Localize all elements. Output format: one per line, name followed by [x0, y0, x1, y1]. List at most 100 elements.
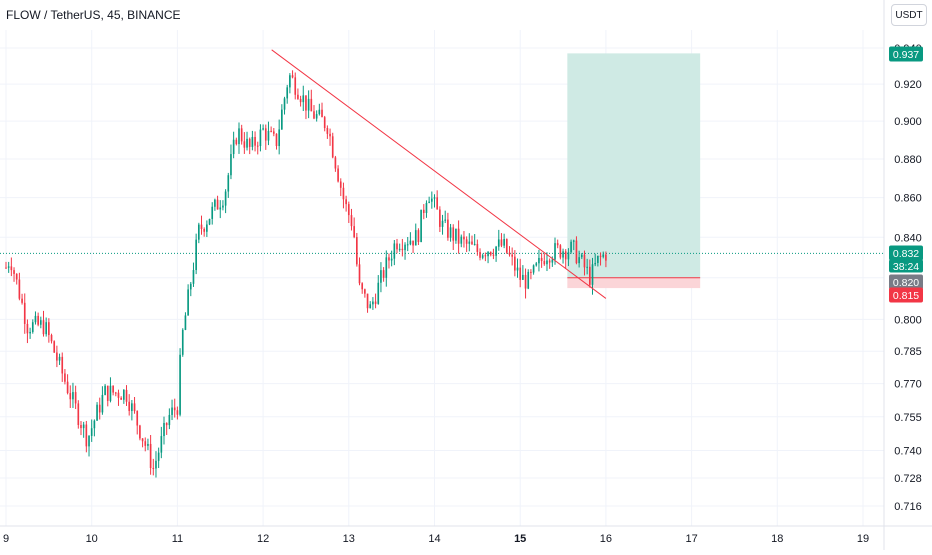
candle: [580, 253, 583, 260]
candle: [527, 269, 530, 290]
candle: [42, 310, 45, 337]
candle: [224, 189, 227, 214]
candle: [133, 396, 136, 414]
price-tag-label: 0.820: [893, 277, 919, 289]
candle: [556, 239, 559, 249]
long-position-tool[interactable]: [567, 53, 701, 289]
candle: [358, 257, 361, 286]
candle: [430, 191, 433, 209]
candle: [109, 377, 112, 403]
candle: [393, 239, 396, 266]
candle: [524, 268, 527, 299]
trendline[interactable]: [271, 49, 607, 299]
candle: [45, 317, 48, 337]
candle: [206, 220, 208, 237]
candle: [160, 426, 163, 459]
candle: [10, 257, 13, 277]
y-tick-label: 0.880: [894, 154, 922, 166]
candle: [200, 215, 203, 235]
candle: [168, 408, 171, 430]
candle: [39, 316, 42, 329]
candle: [522, 265, 524, 280]
candle: [15, 273, 18, 285]
candle: [347, 201, 350, 223]
candle: [34, 311, 37, 325]
x-tick-label: 15: [514, 533, 526, 545]
candle: [112, 385, 114, 396]
candle: [564, 249, 567, 269]
candle: [457, 220, 460, 254]
price-tag-countdown: 38:24: [889, 259, 923, 273]
candle: [468, 233, 471, 252]
candle: [243, 132, 246, 154]
candle: [259, 124, 262, 152]
x-tick-label: 19: [857, 533, 869, 545]
candle: [264, 124, 267, 150]
candle: [345, 195, 347, 212]
candle: [189, 281, 192, 297]
candle: [519, 258, 522, 288]
candle: [315, 110, 318, 122]
candle: [543, 253, 546, 266]
candle: [23, 293, 26, 334]
currency-button[interactable]: USDT: [891, 4, 927, 26]
candle: [117, 389, 120, 406]
candle: [388, 253, 390, 269]
candle: [412, 240, 414, 254]
candle: [294, 72, 297, 100]
candle: [125, 385, 128, 406]
candle: [98, 397, 101, 420]
candle: [578, 250, 580, 268]
candle: [321, 102, 323, 118]
candle: [567, 248, 570, 267]
time-axis[interactable]: 9 10 11 12 13 14 15 16 17 18 19: [0, 525, 932, 545]
candle: [465, 236, 468, 252]
candle: [222, 200, 224, 211]
candle: [380, 262, 382, 293]
stop-zone[interactable]: [567, 277, 701, 289]
candle: [353, 217, 355, 239]
candle: [31, 319, 34, 334]
y-tick-label: 0.785: [894, 346, 922, 358]
price-tag-target: 0.937: [889, 46, 923, 62]
candle: [326, 125, 329, 139]
candle: [272, 128, 275, 137]
x-tick-label: 16: [600, 533, 612, 545]
candle: [214, 198, 216, 211]
candle: [251, 130, 254, 151]
candle: [184, 312, 187, 331]
candle: [369, 301, 372, 309]
candle: [463, 231, 465, 248]
candle: [452, 224, 455, 250]
candle: [187, 284, 189, 316]
candle: [439, 206, 441, 233]
candle: [302, 85, 305, 112]
price-tag-label: 0.937: [893, 49, 919, 61]
candle: [489, 251, 492, 257]
candle: [192, 262, 195, 287]
y-tick-label: 0.728: [894, 473, 922, 485]
candle: [310, 89, 313, 112]
candle: [21, 293, 23, 305]
candle: [289, 73, 291, 94]
candle: [262, 124, 264, 131]
price-axis[interactable]: 0.9400.9200.9000.8800.8600.8400.8200.800…: [883, 0, 922, 550]
candle: [123, 389, 125, 404]
candle: [447, 212, 449, 241]
candle: [374, 293, 377, 309]
candle: [61, 352, 64, 382]
y-tick-label: 0.770: [894, 379, 922, 391]
candle: [444, 210, 447, 224]
candle: [318, 103, 321, 116]
candle: [589, 259, 591, 288]
candle: [163, 416, 165, 445]
candle: [382, 267, 385, 282]
candle: [104, 384, 106, 396]
x-tick-label: 17: [685, 533, 697, 545]
candle: [37, 312, 39, 327]
y-tick-label: 0.800: [894, 314, 922, 326]
target-zone[interactable]: [567, 53, 701, 278]
candle: [13, 267, 15, 282]
